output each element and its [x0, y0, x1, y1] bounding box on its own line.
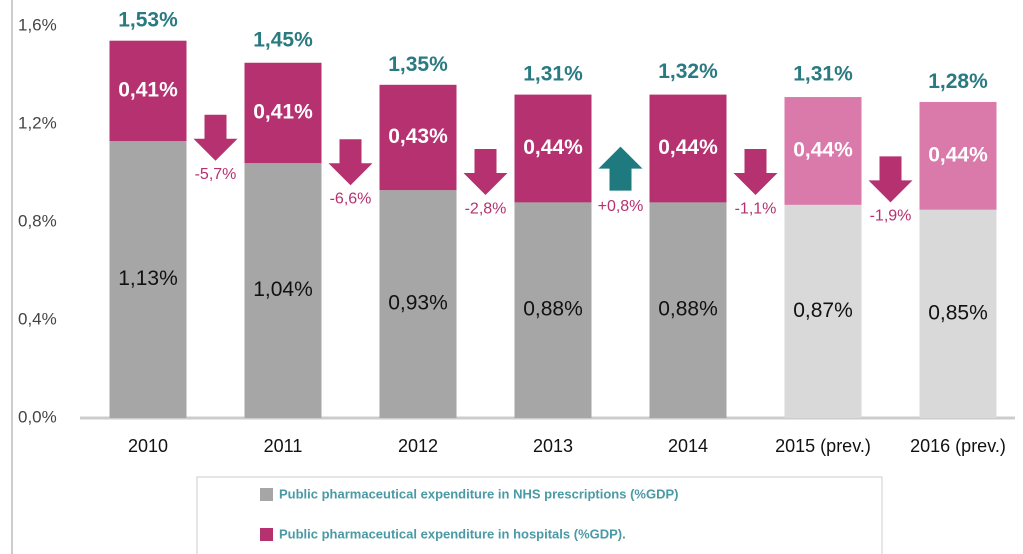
value-label: 0,88%	[523, 298, 583, 321]
x-tick-label: 2014	[668, 436, 708, 456]
total-label: 1,32%	[658, 60, 718, 83]
bar-segment	[379, 84, 457, 191]
value-label: 0,44%	[523, 136, 583, 159]
change-arrow	[733, 149, 778, 196]
value-label: 0,43%	[388, 125, 448, 148]
bar-segment	[784, 204, 862, 418]
change-arrow	[328, 139, 373, 186]
value-label: 0,85%	[928, 301, 988, 324]
bar-segment	[649, 202, 727, 418]
bar-segment	[514, 94, 592, 203]
change-arrow	[598, 146, 643, 191]
bar-segment	[379, 190, 457, 418]
x-tick-label: 2016 (prev.)	[910, 436, 1006, 456]
x-tick-label: 2012	[398, 436, 438, 456]
y-tick-label: 0,4%	[18, 309, 57, 328]
value-label: 0,44%	[793, 138, 853, 161]
value-label: 0,44%	[928, 143, 988, 166]
x-tick-label: 2010	[128, 436, 168, 456]
bar-segment	[919, 209, 997, 418]
legend-swatch	[260, 488, 273, 501]
x-tick-label: 2011	[264, 436, 303, 456]
bar-segment	[244, 163, 322, 418]
change-label: -6,6%	[330, 190, 372, 207]
value-label: 0,93%	[388, 292, 448, 315]
total-label: 1,53%	[118, 9, 178, 32]
bar-segment	[649, 94, 727, 203]
change-arrow	[463, 149, 508, 196]
total-label: 1,35%	[388, 53, 448, 76]
value-label: 0,41%	[118, 78, 178, 101]
value-label: 1,04%	[253, 278, 313, 301]
value-label: 0,41%	[253, 101, 313, 124]
value-label: 0,87%	[793, 299, 853, 322]
y-tick-label: 1,2%	[18, 113, 57, 132]
y-tick-label: 1,6%	[18, 15, 57, 34]
change-arrow	[193, 114, 238, 161]
total-label: 1,31%	[793, 63, 853, 86]
x-tick-label: 2015 (prev.)	[775, 436, 871, 456]
change-label: +0,8%	[598, 198, 644, 215]
bar-segment	[244, 62, 322, 164]
total-label: 1,45%	[253, 28, 313, 51]
x-tick-label: 2013	[533, 436, 573, 456]
bar-segment	[109, 40, 187, 142]
bar-segment	[109, 141, 187, 418]
legend-label: Public pharmaceutical expenditure in hos…	[279, 526, 626, 541]
change-label: -2,8%	[465, 200, 507, 217]
change-label: -1,9%	[870, 208, 912, 225]
change-arrow	[868, 156, 913, 203]
change-label: -1,1%	[735, 200, 777, 217]
y-tick-label: 0,8%	[18, 211, 57, 230]
total-label: 1,31%	[523, 63, 583, 86]
bar-segment	[784, 97, 862, 205]
legend-box	[196, 476, 883, 554]
bar-segment	[514, 202, 592, 418]
value-label: 0,88%	[658, 298, 718, 321]
value-label: 1,13%	[118, 267, 178, 290]
bar-segment	[919, 101, 997, 210]
change-label: -5,7%	[195, 166, 237, 183]
value-label: 0,44%	[658, 136, 718, 159]
total-label: 1,28%	[928, 70, 988, 93]
y-tick-label: 0,0%	[18, 407, 57, 426]
legend-label: Public pharmaceutical expenditure in NHS…	[279, 486, 678, 501]
legend-swatch	[260, 528, 273, 541]
